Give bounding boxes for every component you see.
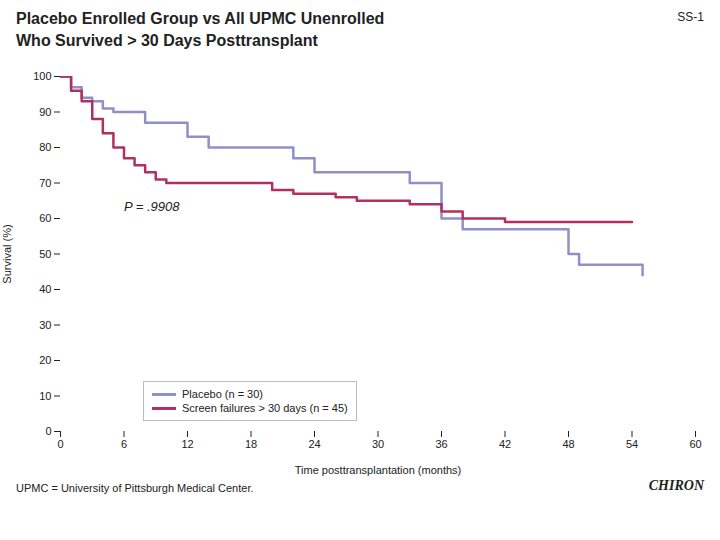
svg-text:60: 60 xyxy=(39,212,51,224)
svg-text:30: 30 xyxy=(39,319,51,331)
html-text:Placebo (n = 30): Placebo (n = 30) xyxy=(182,388,263,400)
svg-text:36: 36 xyxy=(435,438,447,450)
svg-text:6: 6 xyxy=(121,438,127,450)
svg-text:24: 24 xyxy=(308,438,320,450)
svg-text:18: 18 xyxy=(245,438,257,450)
html-text:Who Survived > 30 Days Posttra: Who Survived > 30 Days Posttransplant xyxy=(16,32,318,49)
svg-text:90: 90 xyxy=(39,106,51,118)
svg-text:80: 80 xyxy=(39,141,51,153)
svg-text:0: 0 xyxy=(45,425,51,437)
html-text:Placebo Enrolled Group vs All: Placebo Enrolled Group vs All UPMC Unenr… xyxy=(16,10,385,27)
svg-text:40: 40 xyxy=(39,283,51,295)
svg-text:0: 0 xyxy=(57,438,63,450)
html-text:CHIRON: CHIRON xyxy=(648,478,704,493)
html-text:SS-1: SS-1 xyxy=(677,10,704,24)
html-text:UPMC = University of Pittsburg: UPMC = University of Pittsburgh Medical … xyxy=(16,482,254,494)
svg-text:54: 54 xyxy=(626,438,638,450)
svg-text:Survival (%): Survival (%) xyxy=(1,224,13,283)
svg-text:30: 30 xyxy=(372,438,384,450)
svg-text:50: 50 xyxy=(39,248,51,260)
svg-text:12: 12 xyxy=(181,438,193,450)
svg-text:Time posttransplantation (mont: Time posttransplantation (months) xyxy=(295,464,462,476)
svg-text:20: 20 xyxy=(39,354,51,366)
svg-text:42: 42 xyxy=(499,438,511,450)
html-text:Screen failures > 30 days (n =: Screen failures > 30 days (n = 45) xyxy=(182,402,348,414)
svg-text:P = .9908: P = .9908 xyxy=(124,199,180,214)
svg-text:100: 100 xyxy=(33,70,51,82)
svg-text:48: 48 xyxy=(562,438,574,450)
svg-text:60: 60 xyxy=(689,438,701,450)
svg-text:10: 10 xyxy=(39,390,51,402)
svg-text:70: 70 xyxy=(39,177,51,189)
